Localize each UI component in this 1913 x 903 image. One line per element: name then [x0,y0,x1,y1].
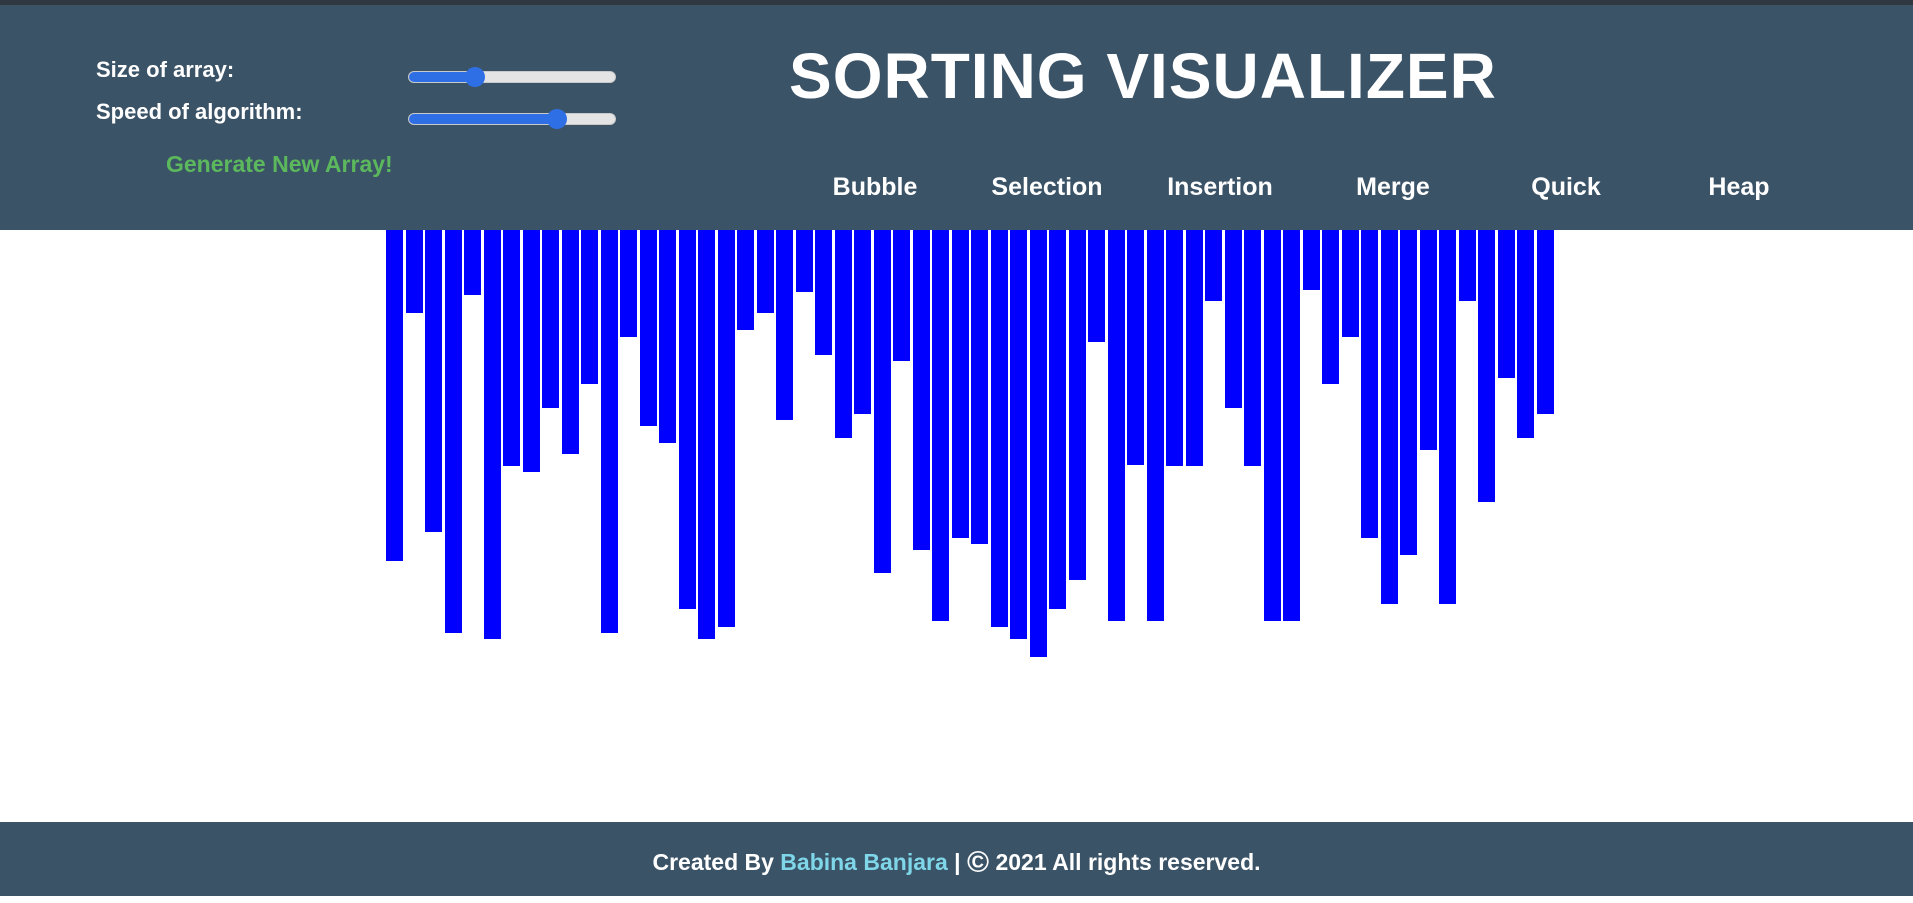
array-bar [1127,230,1144,465]
array-bar [912,230,930,550]
algo-quick-button[interactable]: Quick [1531,173,1601,201]
array-bar [1400,230,1417,555]
array-bar [893,230,910,361]
speed-slider-fill [409,114,558,124]
algo-insertion-button[interactable]: Insertion [1167,173,1273,201]
footer-rights: 2021 All rights reserved. [989,849,1261,875]
array-bar [503,230,520,466]
array-bar [1205,230,1222,301]
array-bar [386,230,403,561]
algo-heap-button[interactable]: Heap [1708,173,1770,201]
page-title: SORTING VISUALIZER [789,40,1497,112]
array-bar [1088,230,1105,342]
generate-new-array-button[interactable]: Generate New Array! [166,151,393,177]
array-size-label: Size of array: [96,57,235,82]
array-bar [620,230,637,337]
array-bar [815,230,832,355]
array-bar [1146,230,1164,621]
array-bar [1068,230,1086,580]
array-bar [659,230,676,443]
array-bar [951,230,969,538]
array-bar [776,230,793,420]
algo-merge-button[interactable]: Merge [1356,173,1430,201]
array-bar [854,230,871,414]
array-bar [971,230,988,544]
array-bar [1224,230,1242,408]
array-bar [1302,230,1320,290]
footer: Created By Babina Banjara | © 2021 All r… [0,822,1913,896]
array-bar [1010,230,1027,639]
speed-slider-thumb[interactable] [547,109,568,129]
array-bar [1361,230,1378,538]
array-bar [464,230,481,295]
algo-selection-button[interactable]: Selection [991,173,1103,201]
array-bar [1263,230,1281,621]
array-bar [834,230,852,438]
array-bar [737,230,754,330]
array-bar [1439,230,1456,604]
array-bar [1419,230,1437,450]
array-bar [990,230,1008,627]
window-top-strip [0,0,1913,5]
array-bar [698,230,715,639]
array-bar [1536,230,1554,414]
array-bar [542,230,559,408]
array-bar [1107,230,1125,621]
array-bar [1029,230,1047,657]
array-bar [1049,230,1066,609]
array-bar [561,230,579,454]
algo-bubble-button[interactable]: Bubble [832,173,918,201]
array-bar [581,230,598,384]
array-bar [1458,230,1476,301]
array-size-slider-fill [409,72,475,82]
array-bar [756,230,774,313]
array-bar [639,230,657,426]
array-bar [795,230,813,292]
array-bars-area [0,230,1913,822]
array-bar [425,230,442,532]
array-bar [444,230,462,633]
speed-label: Speed of algorithm: [96,99,303,124]
array-bar [1497,230,1515,378]
array-bar [483,230,501,639]
array-bar [1478,230,1495,502]
array-bar [522,230,540,472]
array-bar [1341,230,1359,337]
array-bar [1322,230,1339,384]
array-size-slider-thumb[interactable] [464,67,485,87]
footer-separator: | [947,849,967,875]
array-bar [1185,230,1203,466]
array-bar [1283,230,1300,621]
array-bar [932,230,949,621]
speed-slider[interactable] [408,109,616,129]
array-bar [1517,230,1534,438]
array-bar [717,230,735,627]
array-size-slider[interactable] [408,67,616,87]
array-bar [678,230,696,609]
array-bar [873,230,891,573]
array-bar [600,230,618,633]
array-bar [1166,230,1183,466]
array-bar [405,230,423,313]
copyright-icon: © [966,846,990,879]
array-bar [1380,230,1398,604]
footer-prefix: Created By [652,849,781,875]
author-link[interactable]: Babina Banjara [780,849,948,875]
array-bar [1244,230,1261,466]
control-header: Size of array: Speed of algorithm: Gener… [0,5,1913,230]
